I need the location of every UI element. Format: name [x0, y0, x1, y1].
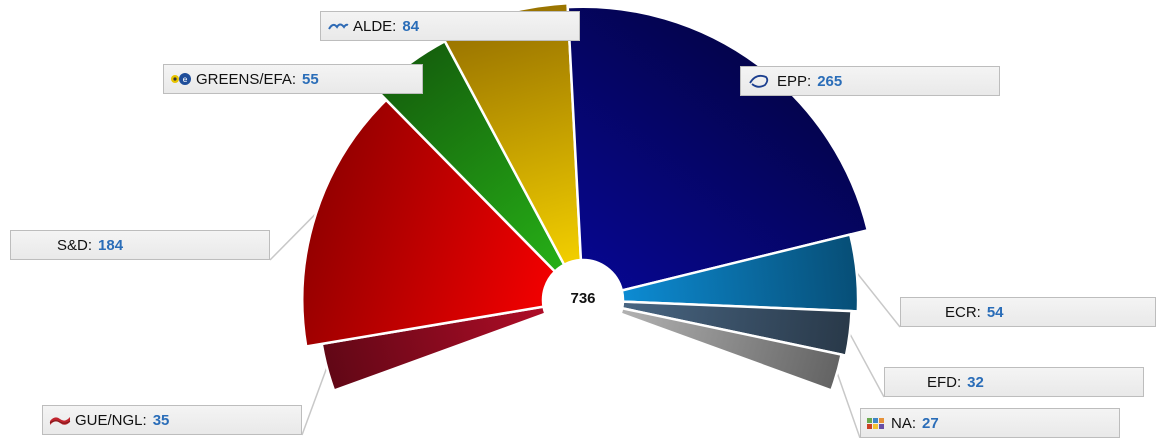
label-value: 184 — [98, 236, 124, 254]
label-name: ECR: — [945, 303, 981, 321]
gue-ngl-flag-icon — [49, 417, 71, 425]
label-value: 84 — [402, 17, 420, 35]
center-hole — [543, 260, 623, 340]
label-name: GREENS/EFA: — [196, 70, 297, 88]
label-epp: EPP: 265 — [740, 66, 1000, 96]
label-value: 54 — [986, 303, 1004, 321]
label-na: NA: 27 — [860, 408, 1120, 438]
greens-efa-logo-icon: e — [171, 73, 191, 85]
label-value: 27 — [922, 414, 939, 432]
connector-gue-ngl — [301, 367, 328, 436]
label-name: EFD: — [927, 373, 962, 391]
label-name: GUE/NGL: — [75, 411, 147, 429]
label-name: S&D: — [57, 236, 93, 254]
connector-efd — [849, 333, 885, 398]
total-seats-label: 736 — [570, 290, 596, 307]
label-value: 265 — [817, 72, 843, 90]
label-name: ALDE: — [353, 17, 397, 35]
connector-s-d — [269, 212, 317, 261]
label-value: 32 — [967, 373, 984, 391]
na-logo-icon — [867, 418, 884, 429]
svg-text:e: e — [183, 75, 188, 84]
label-s-and-d: S&D: 184 — [10, 230, 270, 260]
epp-logo-icon — [749, 74, 769, 88]
label-efd: EFD: 32 — [884, 367, 1144, 397]
alde-logo-icon — [328, 23, 349, 30]
connector-ecr — [856, 272, 901, 328]
label-name: NA: — [891, 414, 917, 432]
label-greens-efa: e GREENS/EFA: 55 — [163, 64, 423, 94]
label-ecr: ECR: 54 — [900, 297, 1156, 327]
label-alde: ALDE: 84 — [320, 11, 580, 41]
label-name: EPP: — [777, 72, 812, 90]
label-gue-ngl: GUE/NGL: 35 — [42, 405, 302, 435]
label-value: 35 — [152, 411, 170, 429]
connector-na — [836, 372, 861, 438]
label-value: 55 — [302, 70, 319, 88]
